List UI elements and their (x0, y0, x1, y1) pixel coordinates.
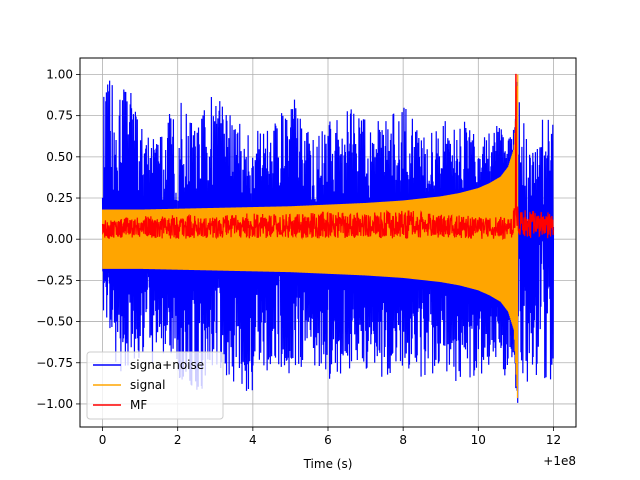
x-tick-label: 2 (174, 433, 182, 447)
legend: signa+noise signal MF (86, 351, 224, 420)
y-tick-label: 0.75 (46, 109, 73, 123)
x-tick-label: 6 (324, 433, 332, 447)
x-tick-label: 12 (546, 433, 561, 447)
x-tick-label: 8 (399, 433, 407, 447)
x-offset-label: +1e8 (543, 454, 576, 468)
y-tick-label: 0.25 (46, 191, 73, 205)
legend-label: MF (130, 398, 147, 412)
data-layer (101, 73, 555, 403)
y-tick-label: 1.00 (46, 67, 73, 81)
y-tick-label: 0.50 (46, 150, 73, 164)
legend-box (86, 351, 224, 420)
y-tick-label: −0.50 (36, 315, 73, 329)
y-tick-label: −0.25 (36, 273, 73, 287)
tick-layer: 0 2 4 6 8 10 12 −1.00 −0.75 −0.50 −0.25 0.00 0.25 0.5… (36, 67, 561, 447)
series-mf-line (101, 73, 555, 240)
y-tick-label: −0.75 (36, 356, 73, 370)
x-tick-label: 4 (249, 433, 257, 447)
legend-label: signal (130, 378, 166, 392)
x-tick-label: 0 (99, 433, 107, 447)
x-tick-label: 10 (471, 433, 486, 447)
legend-label: signa+noise (130, 358, 204, 372)
series-signal-line (101, 74, 519, 399)
y-tick-label: 0.00 (46, 232, 73, 246)
y-tick-label: −1.00 (36, 397, 73, 411)
x-axis-label: Time (s) (303, 457, 353, 471)
